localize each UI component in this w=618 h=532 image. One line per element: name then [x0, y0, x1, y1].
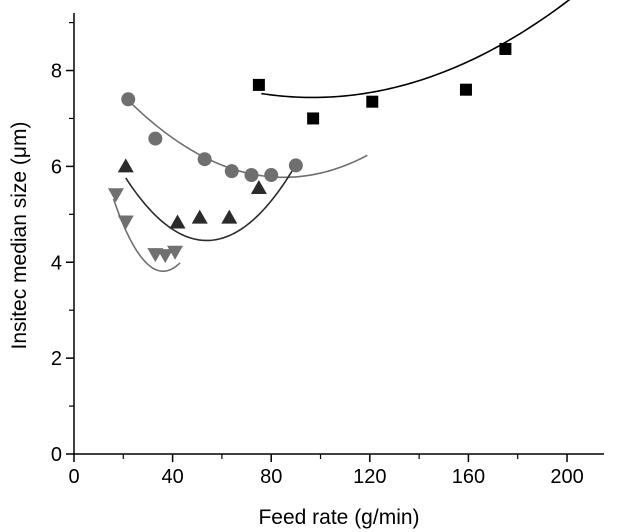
y-tick-label: 6: [51, 156, 62, 178]
data-point-circle: [148, 131, 163, 146]
x-tick-label: 40: [161, 466, 183, 488]
data-point-circle: [288, 158, 303, 173]
x-tick-label: 0: [68, 466, 79, 488]
y-tick-label: 2: [51, 348, 62, 370]
y-tick-label: 0: [51, 444, 62, 466]
data-point-triangle-up: [191, 209, 208, 224]
data-point-square: [459, 83, 472, 96]
y-tick-label: 4: [51, 252, 62, 274]
fit-curve-triangle-down: [112, 198, 181, 272]
axes: [73, 13, 604, 455]
data-point-triangle-down: [107, 188, 124, 203]
data-point-triangle-up: [221, 209, 238, 224]
x-tick-label: 200: [550, 466, 583, 488]
data-point-triangle-up: [117, 158, 134, 173]
x-tick-label: 80: [260, 466, 282, 488]
fit-curves: [112, 0, 571, 272]
data-point-circle: [224, 164, 239, 179]
data-point-circle: [197, 152, 212, 167]
data-point-triangle-down: [167, 245, 184, 260]
data-point-square: [366, 95, 379, 108]
fit-curve-square: [261, 0, 571, 99]
data-markers: [107, 42, 512, 264]
y-tick-label: 8: [51, 61, 62, 83]
x-tick-label: 160: [452, 466, 485, 488]
x-tick-label: 120: [353, 466, 386, 488]
data-point-square: [307, 112, 320, 125]
data-point-triangle-down: [157, 249, 174, 264]
y-axis-title: Insitec median size (μm): [8, 122, 31, 350]
data-point-triangle-up: [250, 179, 267, 194]
data-point-circle: [244, 168, 259, 183]
ticks: 0 40 80 120 160 200 0 2 4 6 8: [51, 21, 584, 488]
data-point-circle: [121, 92, 136, 107]
data-point-triangle-down: [117, 215, 134, 230]
data-point-square: [499, 42, 512, 55]
data-point-square: [252, 78, 265, 91]
fit-curve-triangle-up: [125, 168, 295, 242]
data-point-circle: [264, 168, 279, 183]
data-point-triangle-up: [169, 214, 186, 229]
x-axis-title: Feed rate (g/min): [258, 506, 419, 529]
fit-curve-circle: [127, 99, 368, 179]
